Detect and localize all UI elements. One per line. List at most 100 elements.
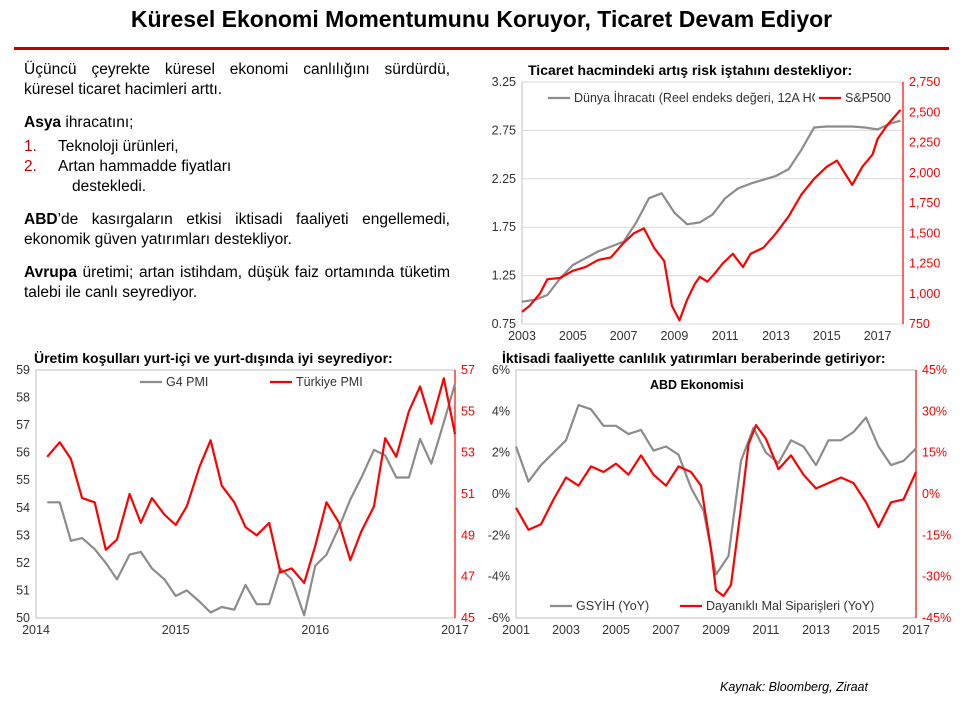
list-item-label: Artan hammadde fiyatları — [58, 158, 232, 175]
x-tick-label: 2015 — [162, 623, 190, 637]
y-right-tick-label: 47 — [461, 570, 475, 584]
plot-area — [521, 81, 904, 325]
legend-bg — [546, 598, 656, 614]
asia-text: ihracatını; — [61, 114, 134, 131]
y-right-tick-label: 0% — [922, 487, 940, 501]
x-tick-label: 2009 — [660, 329, 688, 343]
y-left-tick-label: 59 — [16, 363, 30, 377]
europe-paragraph: Avrupa üretimi; artan istihdam, düşük fa… — [24, 263, 450, 303]
usa-paragraph: ABD’de kasırgaların etkisi iktisadi faal… — [24, 210, 450, 250]
chart-annotation: ABD Ekonomisi — [650, 378, 744, 392]
pmi-chart-title: Üretim koşulları yurt-içi ve yurt-dışınd… — [34, 350, 393, 366]
x-tick-label: 2011 — [753, 623, 780, 637]
y-left-tick-label: 6% — [492, 363, 510, 377]
usa-chart: -6% -4% -2% 0% 2% 4% 6% -45% -30% -15% 0% 15% 30% 45%… — [488, 363, 951, 637]
x-tick-label: 2009 — [702, 623, 730, 637]
y-right-tick-label: 49 — [461, 528, 475, 542]
usa-text: ’de kasırgaların etkisi iktisadi faaliye… — [24, 211, 450, 248]
trade-chart: 0.75 1.25 1.75 2.25 2.75 3.25 750 1,000 1,250 1,5… — [492, 75, 941, 343]
y-left-tick-label: 1.25 — [492, 269, 516, 283]
y-left-tick-label: -4% — [488, 570, 510, 584]
title-underline — [14, 47, 949, 50]
y-right-tick-label: 45% — [922, 363, 947, 377]
plot-area — [35, 369, 456, 619]
x-tick-label: 2015 — [813, 329, 841, 343]
y-right-tick-label: -30% — [922, 570, 951, 584]
x-tick-label: 2013 — [762, 329, 790, 343]
y-left-tick-label: 53 — [16, 528, 30, 542]
y-left-tick-label: 4% — [492, 404, 510, 418]
x-tick-label: 2005 — [559, 329, 587, 343]
y-left-tick-label: 51 — [16, 583, 30, 597]
list-number: 1. — [24, 138, 37, 155]
europe-text: üretimi; artan istihdam, düşük faiz orta… — [24, 264, 450, 301]
y-right-tick-label: 1,500 — [909, 226, 940, 240]
x-tick-label: 2003 — [552, 623, 580, 637]
y-right-tick-label: 2,000 — [909, 166, 940, 180]
legend: GSYİH (YoY) Dayanıklı Mal Siparişleri (Yo… — [546, 598, 904, 614]
list-item: 1. Teknoloji ürünleri, — [24, 137, 450, 157]
usa-chart-title: İktisadi faaliyette canlılık yatırımları… — [502, 350, 886, 366]
legend-label: GSYİH (YoY) — [576, 599, 649, 613]
x-tick-label: 2005 — [602, 623, 630, 637]
series-line-1 — [521, 119, 901, 303]
y-left-tick-label: 52 — [16, 556, 30, 570]
series-line-2 — [521, 109, 902, 322]
y-left-tick-label: 0.75 — [492, 317, 516, 331]
y-left-tick-label: 2.75 — [492, 123, 516, 137]
asia-heading: Asya ihracatını; — [24, 113, 450, 133]
x-tick-label: 2001 — [502, 623, 530, 637]
trade-chart-title: Ticaret hacmindeki artış risk iştahını d… — [528, 62, 853, 78]
legend-bg — [544, 90, 819, 106]
y-right-tick-label: -45% — [922, 611, 951, 625]
y-left-tick-label: -6% — [488, 611, 510, 625]
legend-label: Türkiye PMI — [296, 375, 363, 389]
asia-list: 1. Teknoloji ürünleri, 2. Artan hammadde f… — [24, 137, 450, 177]
legend-bg — [676, 598, 904, 614]
y-left-tick-label: 54 — [16, 501, 30, 515]
y-right-tick-label: 2,500 — [909, 105, 940, 119]
list-number: 2. — [24, 158, 37, 175]
y-right-tick-label: 30% — [922, 404, 947, 418]
legend-bg — [136, 374, 226, 390]
x-tick-label: 2017 — [864, 329, 892, 343]
y-right-tick-label: 45 — [461, 611, 475, 625]
plot-area — [515, 369, 917, 619]
y-right-tick-label: 2,750 — [909, 75, 940, 89]
y-left-tick-label: 2% — [492, 446, 510, 460]
legend-bg — [815, 90, 899, 106]
series-line-1 — [514, 403, 917, 576]
y-right-tick-label: 1,000 — [909, 287, 940, 301]
y-left-tick-label: 56 — [16, 446, 30, 460]
list-item: 2. Artan hammadde fiyatları — [24, 157, 450, 177]
y-right-tick-label: 750 — [909, 317, 930, 331]
y-right-tick-label: 1,750 — [909, 196, 940, 210]
legend-bg — [266, 374, 386, 390]
y-left-tick-label: 3.25 — [492, 75, 516, 89]
y-right-tick-label: 1,250 — [909, 257, 940, 271]
x-tick-label: 2013 — [802, 623, 830, 637]
x-tick-label: 2015 — [852, 623, 880, 637]
y-right-tick-label: 15% — [922, 446, 947, 460]
legend-label: G4 PMI — [166, 375, 208, 389]
asia-label: Asya — [24, 114, 62, 131]
page-title: Küresel Ekonomi Momentumunu Koruyor, Tic… — [130, 6, 833, 32]
usa-label: ABD — [24, 211, 58, 228]
x-tick-label: 2003 — [508, 329, 536, 343]
y-left-tick-label: 57 — [16, 418, 30, 432]
commentary-panel: Üçüncü çeyrekte küresel ekonomi canlılığ… — [24, 60, 450, 316]
series-line-2 — [515, 423, 918, 598]
series-line-1 — [47, 383, 457, 617]
x-tick-label: 2017 — [902, 623, 930, 637]
y-right-tick-label: 55 — [461, 404, 475, 418]
x-tick-label: 2007 — [652, 623, 680, 637]
legend: G4 PMI Türkiye PMI — [136, 374, 386, 390]
intro-paragraph: Üçüncü çeyrekte küresel ekonomi canlılığ… — [24, 61, 450, 98]
pmi-chart: 50 51 52 53 54 55 56 57 58 59 45 47 49 51 53 55 57 2014 20… — [16, 363, 475, 637]
y-left-tick-label: 0% — [492, 487, 510, 501]
legend: Dünya İhracatı (Reel endeks değeri, 12A … — [544, 90, 899, 106]
legend-label: S&P500 — [845, 91, 891, 105]
europe-label: Avrupa — [24, 264, 77, 281]
legend-label: Dayanıklı Mal Siparişleri (YoY) — [706, 599, 874, 613]
y-left-tick-label: 2.25 — [492, 172, 516, 186]
